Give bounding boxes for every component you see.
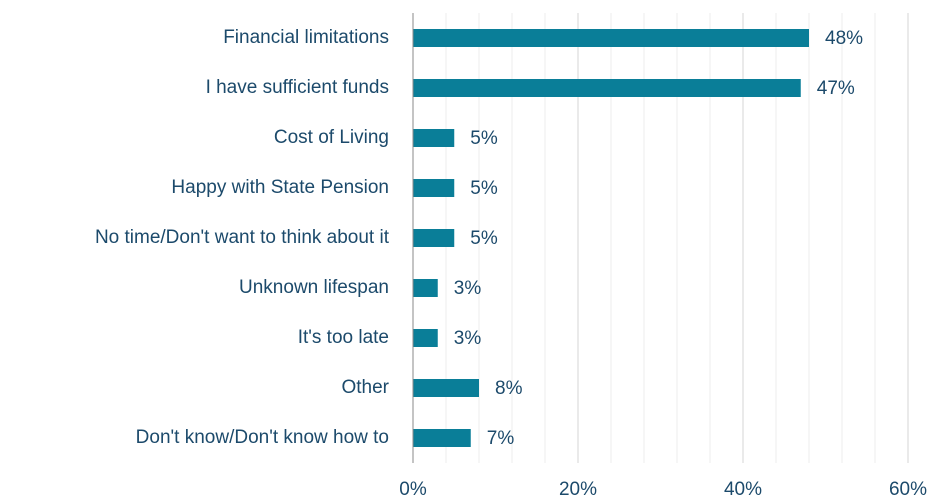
bar xyxy=(413,179,455,197)
y-tick-label: Don't know/Don't know how to xyxy=(136,427,389,448)
bar xyxy=(413,429,471,447)
bar xyxy=(413,79,801,97)
value-label: 8% xyxy=(495,378,523,399)
value-label: 5% xyxy=(470,228,498,249)
value-label: 5% xyxy=(470,178,498,199)
y-tick-label: Financial limitations xyxy=(223,27,389,48)
x-tick-label: 20% xyxy=(559,479,597,500)
bar xyxy=(413,229,455,247)
x-tick-label: 60% xyxy=(889,479,927,500)
y-tick-label: I have sufficient funds xyxy=(206,77,389,98)
x-tick-label: 40% xyxy=(724,479,762,500)
value-label: 3% xyxy=(454,278,482,299)
bar xyxy=(413,129,455,147)
bar xyxy=(413,379,479,397)
bar xyxy=(413,329,438,347)
y-tick-label: Happy with State Pension xyxy=(171,177,389,198)
bar xyxy=(413,279,438,297)
y-tick-label: Cost of Living xyxy=(274,127,389,148)
bar xyxy=(413,29,809,47)
y-tick-label: Unknown lifespan xyxy=(239,277,389,298)
value-label: 3% xyxy=(454,328,482,349)
value-label: 5% xyxy=(470,128,498,149)
y-tick-label: No time/Don't want to think about it xyxy=(95,227,390,248)
value-label: 48% xyxy=(825,28,863,49)
value-label: 7% xyxy=(487,428,515,449)
x-tick-label: 0% xyxy=(399,479,427,500)
value-label: 47% xyxy=(817,78,855,99)
y-tick-label: Other xyxy=(341,377,389,398)
y-tick-label: It's too late xyxy=(298,327,389,348)
